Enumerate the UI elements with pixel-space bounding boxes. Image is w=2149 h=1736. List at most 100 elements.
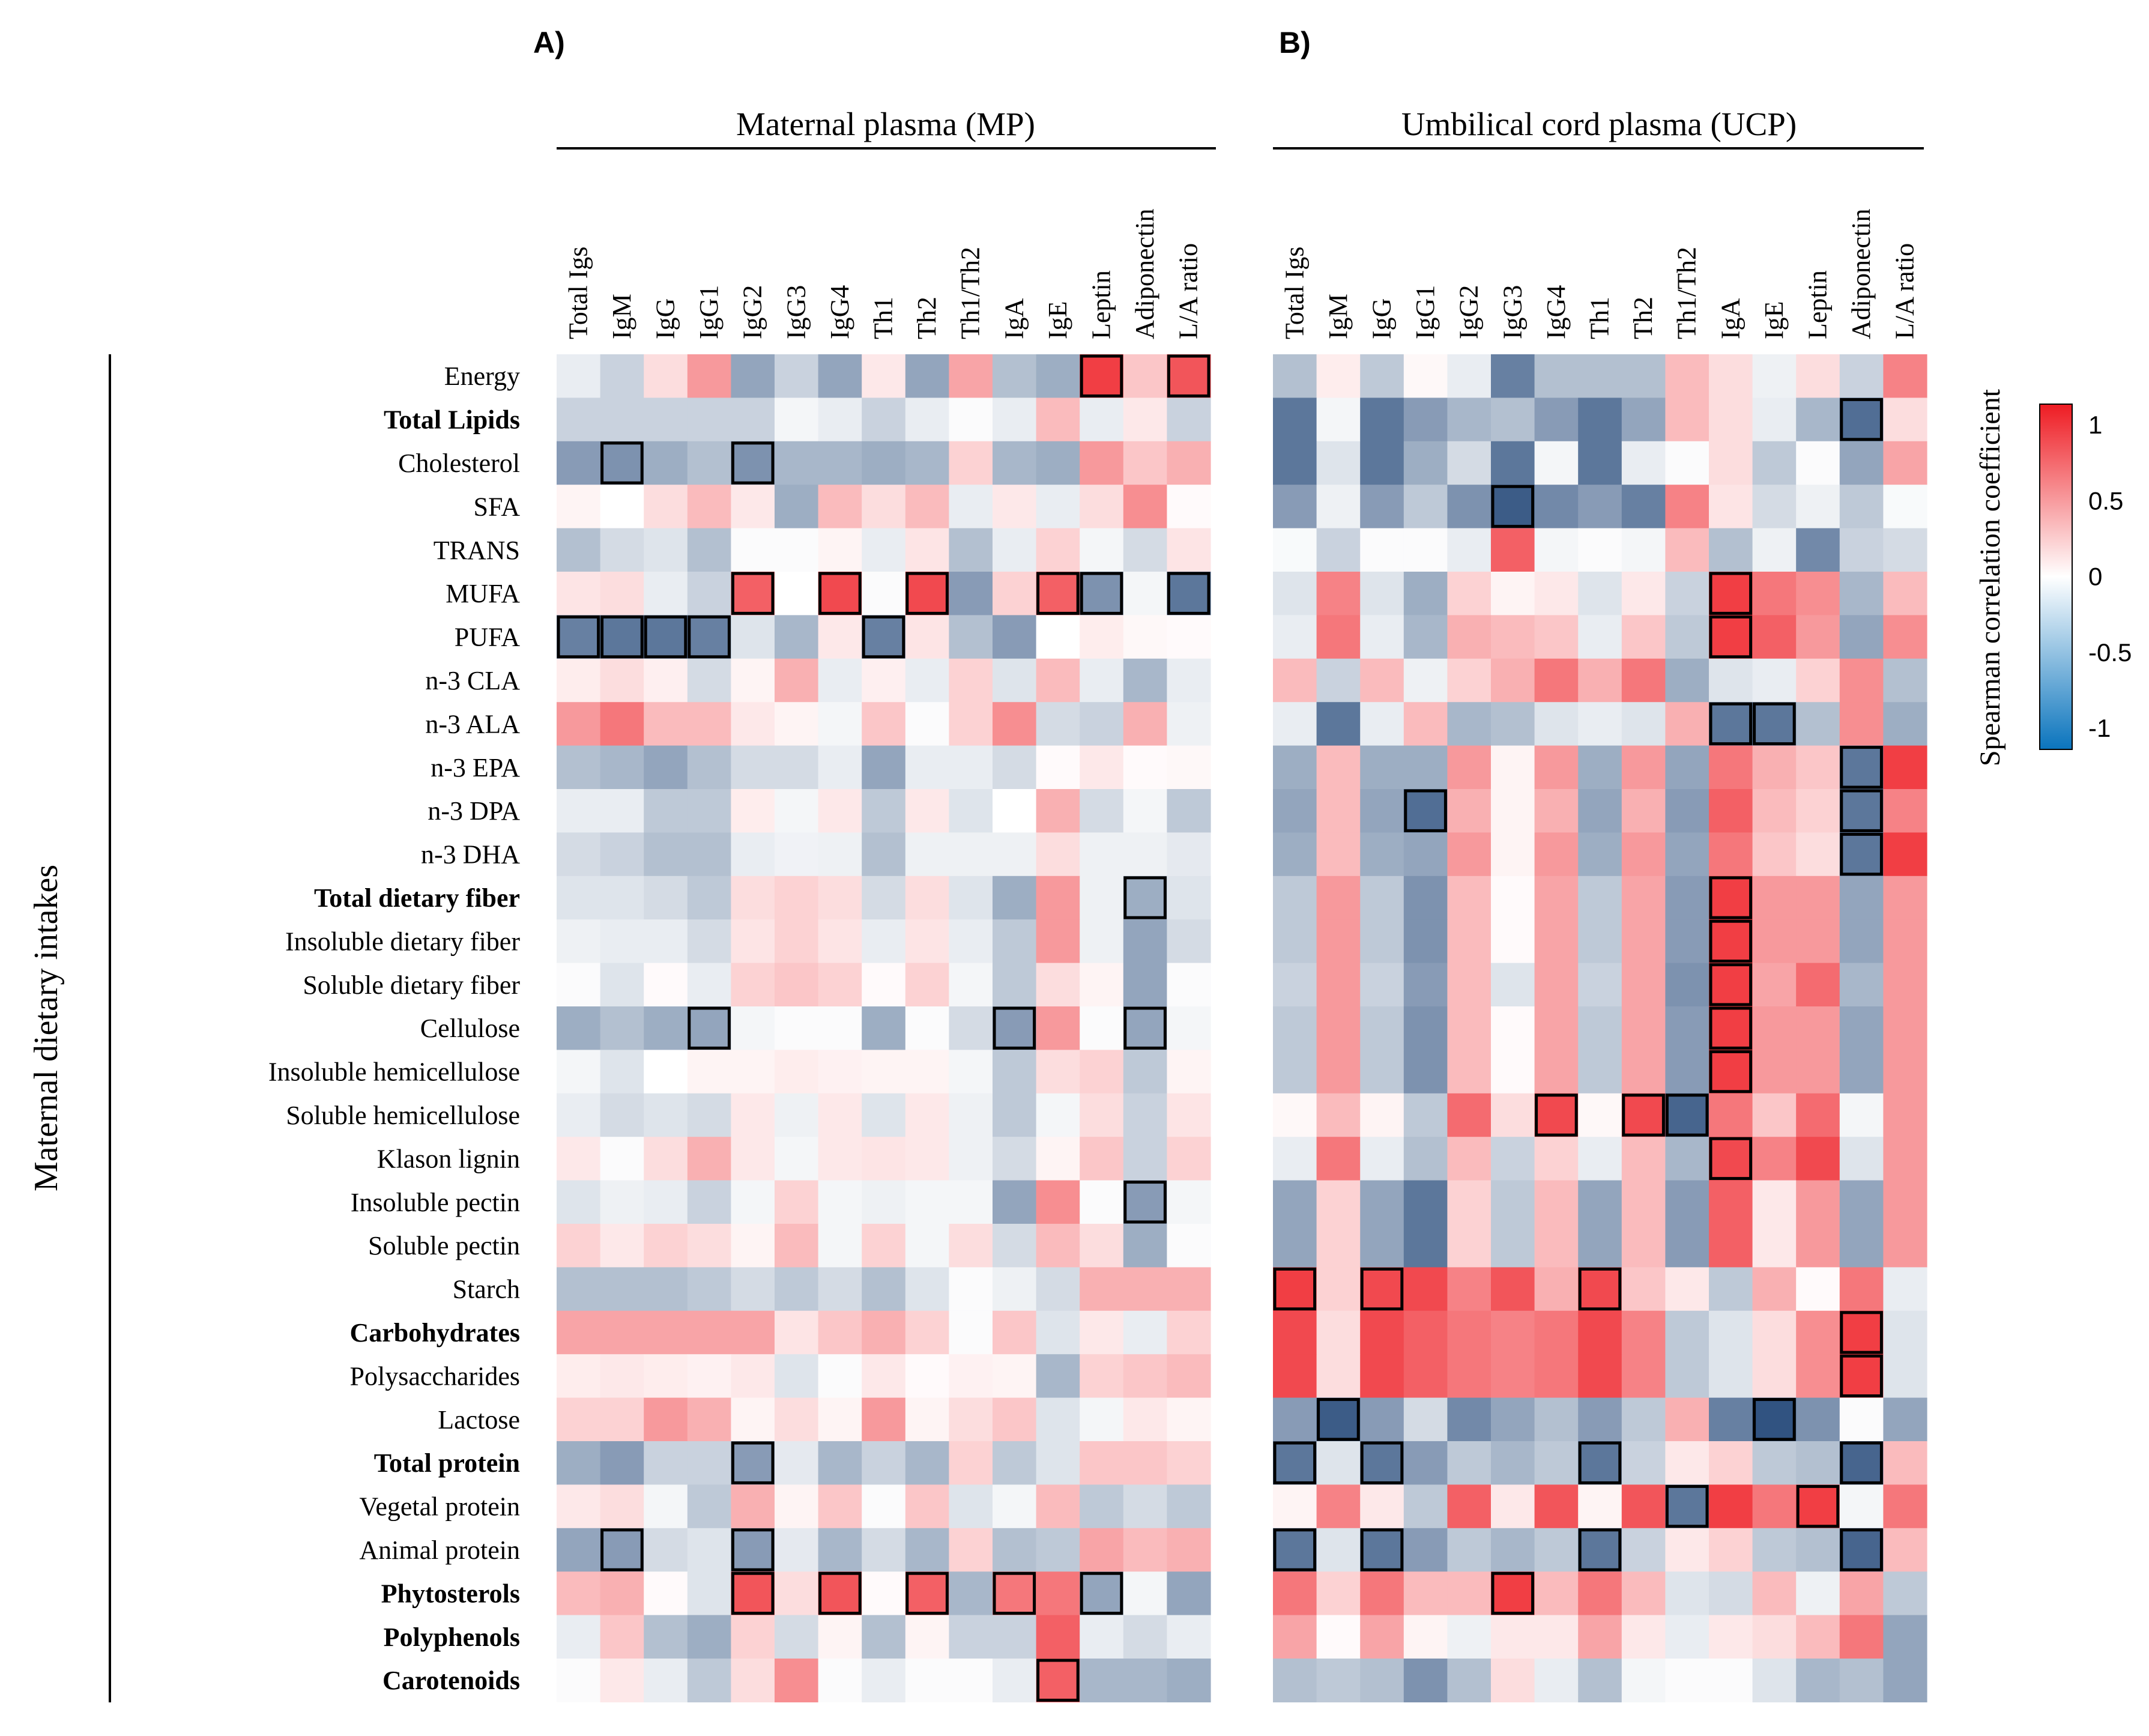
heatmap-cell: [1534, 702, 1579, 746]
heatmap-cell: [1123, 485, 1167, 529]
heatmap-cell: [687, 1528, 731, 1572]
heatmap-cell: [993, 1659, 1037, 1702]
colorbar-tick-label: -0.5: [2088, 638, 2132, 667]
heatmap-cell: [1123, 876, 1167, 920]
heatmap-cell: [1080, 1528, 1124, 1572]
heatmap-cell: [1036, 963, 1080, 1007]
heatmap-cell: [1752, 398, 1797, 442]
heatmap-cell: [557, 1484, 601, 1529]
heatmap-cell: [1360, 572, 1404, 615]
heatmap-cell: [687, 1571, 731, 1616]
heatmap-cell: [775, 832, 819, 877]
heatmap-cell: [1883, 1615, 1927, 1659]
heatmap-cell: [600, 745, 644, 790]
colorbar-gradient: [2039, 404, 2073, 750]
row-label: TRANS: [434, 536, 520, 565]
heatmap-cell: [731, 1571, 775, 1616]
heatmap-cell: [905, 1659, 949, 1702]
heatmap-cell: [1273, 354, 1317, 398]
heatmap-cell: [1167, 528, 1211, 572]
row-labels: Energy Total Lipids Cholesterol SFA TRANS MUF…: [268, 361, 520, 1695]
heatmap-cell: [775, 1180, 819, 1224]
heatmap-cell: [1316, 1659, 1361, 1702]
significant-cell-outline: [1840, 789, 1883, 832]
heatmap-cell: [993, 745, 1037, 790]
heatmap-cell: [1796, 1484, 1840, 1529]
heatmap-cell: [557, 398, 601, 442]
heatmap-cell: [1796, 919, 1840, 964]
heatmap-cell: [600, 1093, 644, 1137]
heatmap-cell: [862, 354, 906, 398]
heatmap-cell: [1491, 1484, 1535, 1529]
heatmap-cell: [731, 658, 775, 703]
heatmap-cell: [1665, 919, 1709, 964]
heatmap-cell: [1578, 485, 1622, 529]
heatmap-cell: [644, 1528, 688, 1572]
heatmap-cell: [1316, 658, 1361, 703]
heatmap-cell: [1491, 528, 1535, 572]
heatmap-cell: [1534, 1441, 1579, 1485]
heatmap-cell: [1123, 1267, 1167, 1311]
significant-cell-outline: [1036, 572, 1080, 615]
heatmap-cell: [818, 441, 862, 485]
heatmap-cell: [1036, 1528, 1080, 1572]
heatmap-cell: [1167, 441, 1211, 485]
heatmap-cell: [905, 1006, 949, 1050]
heatmap-cell: [687, 485, 731, 529]
heatmap-cell: [1167, 615, 1211, 659]
heatmap-cell: [1709, 1659, 1753, 1702]
heatmap-cell: [644, 963, 688, 1007]
heatmap-cell: [1491, 1397, 1535, 1442]
heatmap-cell: [1534, 572, 1579, 615]
heatmap-cell: [600, 1224, 644, 1268]
heatmap-cell: [1273, 1093, 1317, 1137]
heatmap-cell: [1796, 745, 1840, 790]
column-label: Th2: [912, 297, 942, 339]
heatmap-cell: [949, 1093, 993, 1137]
heatmap-cell: [775, 1659, 819, 1702]
heatmap-cell: [731, 615, 775, 659]
heatmap-cell: [1080, 572, 1124, 615]
heatmap-cell: [949, 441, 993, 485]
heatmap-cell: [1123, 572, 1167, 615]
heatmap-cell: [687, 745, 731, 790]
heatmap-cell: [1491, 485, 1535, 529]
heatmap-cell: [1796, 1615, 1840, 1659]
heatmap-cell: [862, 832, 906, 877]
heatmap-cell: [1839, 1050, 1884, 1094]
heatmap-cell: [1621, 1093, 1666, 1137]
heatmap-cell: [1752, 1484, 1797, 1529]
heatmap-cell: [818, 789, 862, 833]
heatmap-cell: [1665, 1441, 1709, 1485]
heatmap-cell: [1752, 1354, 1797, 1399]
heatmap-cell: [1491, 354, 1535, 398]
heatmap-cell: [1839, 572, 1884, 615]
heatmap-cell: [818, 1528, 862, 1572]
heatmap-cell: [1123, 789, 1167, 833]
heatmap-cell: [1403, 1137, 1448, 1181]
heatmap-cell: [1709, 876, 1753, 920]
heatmap-cell: [1123, 1615, 1167, 1659]
heatmap-cell: [1534, 1050, 1579, 1094]
heatmap-cell: [1403, 1397, 1448, 1442]
panel-b-title: Umbilical cord plasma (UCP): [1401, 106, 1797, 142]
heatmap-cell: [644, 658, 688, 703]
heatmap-cell: [1080, 1137, 1124, 1181]
heatmap-cell: [1360, 1267, 1404, 1311]
heatmap-cell: [1167, 398, 1211, 442]
heatmap-cell: [1709, 745, 1753, 790]
heatmap-cell: [1316, 485, 1361, 529]
heatmap-cell: [1080, 441, 1124, 485]
heatmap-cell: [1534, 1571, 1579, 1616]
heatmap-cell: [949, 1659, 993, 1702]
heatmap-cell: [1403, 963, 1448, 1007]
heatmap-cell: [1403, 1441, 1448, 1485]
heatmap-cell: [1447, 528, 1492, 572]
heatmap-cell: [949, 1571, 993, 1616]
heatmap-cell: [1123, 1354, 1167, 1399]
heatmap-cell: [1123, 1180, 1167, 1224]
heatmap-cell: [1167, 1354, 1211, 1399]
heatmap-cell: [644, 1571, 688, 1616]
heatmap-cell: [1036, 1180, 1080, 1224]
heatmap-cell: [1080, 745, 1124, 790]
